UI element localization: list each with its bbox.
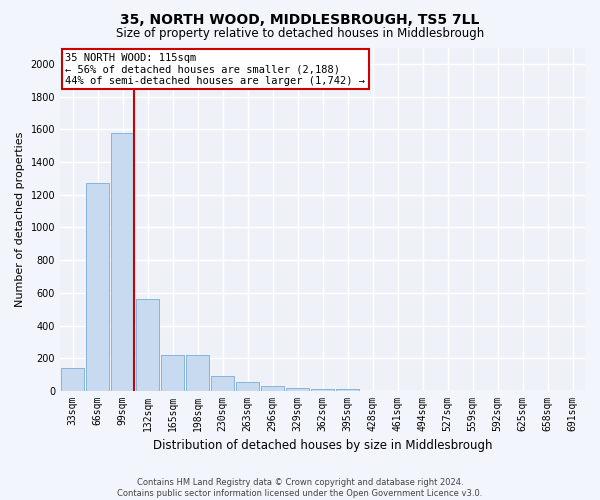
Bar <box>110 132 134 391</box>
Text: Size of property relative to detached houses in Middlesbrough: Size of property relative to detached ho… <box>116 28 484 40</box>
Bar <box>86 184 109 391</box>
Bar <box>260 386 284 391</box>
Text: 35 NORTH WOOD: 115sqm
← 56% of detached houses are smaller (2,188)
44% of semi-d: 35 NORTH WOOD: 115sqm ← 56% of detached … <box>65 52 365 86</box>
X-axis label: Distribution of detached houses by size in Middlesbrough: Distribution of detached houses by size … <box>153 440 492 452</box>
Bar <box>286 388 310 391</box>
Text: Contains HM Land Registry data © Crown copyright and database right 2024.
Contai: Contains HM Land Registry data © Crown c… <box>118 478 482 498</box>
Bar <box>136 298 160 391</box>
Bar <box>211 376 235 391</box>
Bar <box>161 355 184 391</box>
Text: 35, NORTH WOOD, MIDDLESBROUGH, TS5 7LL: 35, NORTH WOOD, MIDDLESBROUGH, TS5 7LL <box>121 12 479 26</box>
Bar <box>236 382 259 391</box>
Bar <box>335 390 359 391</box>
Bar <box>311 390 334 391</box>
Bar <box>61 368 85 391</box>
Y-axis label: Number of detached properties: Number of detached properties <box>15 132 25 307</box>
Bar <box>185 355 209 391</box>
